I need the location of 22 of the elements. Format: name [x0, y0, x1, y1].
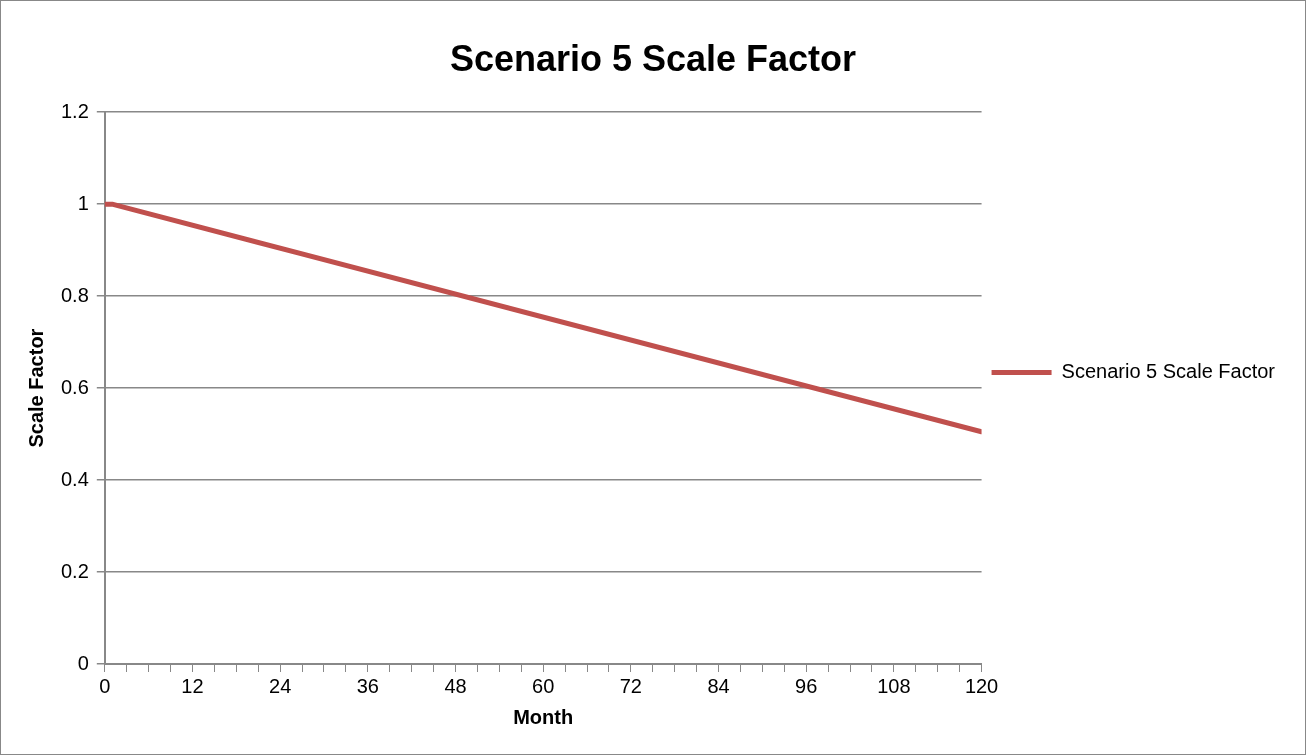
x-tick-label: 36	[356, 674, 379, 697]
y-tick-label: 1.2	[60, 99, 89, 122]
x-tick-label: 60	[532, 674, 555, 697]
x-tick-label: 0	[99, 674, 111, 697]
y-tick-label: 1	[77, 191, 89, 214]
x-tick-label: 96	[795, 674, 818, 697]
x-tick-label: 84	[707, 674, 730, 697]
x-tick-label: 72	[619, 674, 642, 697]
x-tick-label: 48	[444, 674, 467, 697]
y-axis-title: Scale Factor	[24, 328, 47, 448]
y-tick-label: 0.8	[60, 283, 89, 306]
x-tick-label: 120	[964, 674, 999, 697]
y-tick-label: 0.2	[60, 559, 89, 582]
y-tick-label: 0	[77, 651, 89, 674]
x-tick-label: 24	[269, 674, 292, 697]
legend-label: Scenario 5 Scale Factor	[1061, 360, 1276, 383]
x-tick-label: 12	[181, 674, 204, 697]
x-tick-label: 108	[877, 674, 911, 697]
chart-title: Scenario 5 Scale Factor	[449, 37, 857, 79]
y-tick-label: 0.4	[60, 467, 89, 490]
y-tick-label: 0.6	[60, 375, 89, 398]
x-axis-title: Month	[513, 705, 574, 728]
